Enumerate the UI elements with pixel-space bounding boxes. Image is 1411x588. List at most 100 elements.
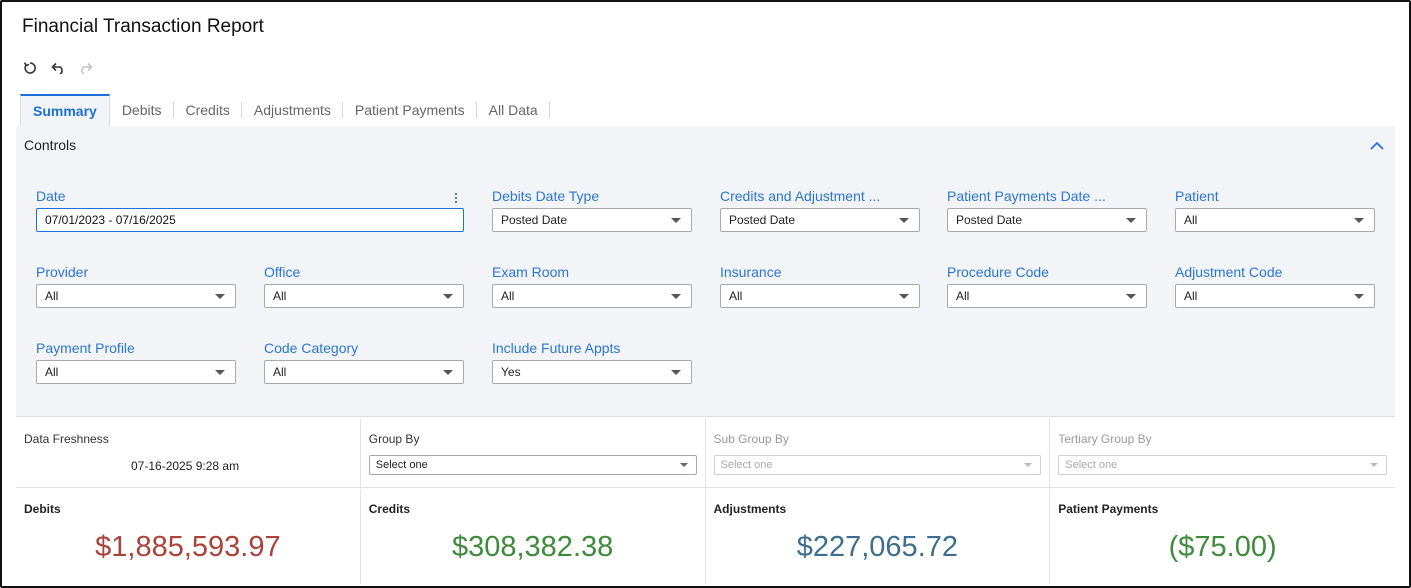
tab-all-data[interactable]: All Data	[477, 94, 550, 126]
kpi-value: $227,065.72	[796, 531, 959, 563]
debits-date-type-label: Debits Date Type	[492, 188, 600, 204]
payment-profile-label: Payment Profile	[36, 340, 135, 356]
more-vertical-icon[interactable]	[452, 189, 460, 205]
sub-group-by-label: Sub Group By	[713, 432, 789, 446]
chevron-up-icon[interactable]	[1369, 138, 1385, 154]
kpi-patient-payments: Patient Payments ($75.00)	[1050, 489, 1395, 584]
exam-room-select[interactable]: All	[492, 284, 692, 308]
caret-down-icon	[671, 294, 681, 299]
exam-room-label: Exam Room	[492, 264, 570, 280]
report-tabs: Summary Debits Credits Adjustments Patie…	[20, 94, 550, 126]
select-placeholder: Select one	[375, 459, 428, 471]
data-freshness-cell: Data Freshness 07-16-2025 9:28 am	[16, 418, 361, 487]
credits-adjustment-label: Credits and Adjustment ...	[720, 188, 881, 204]
refresh-icon[interactable]	[22, 58, 38, 78]
kpi-value: $1,885,593.97	[95, 531, 281, 563]
patient-filter: Patient All	[1175, 188, 1375, 232]
data-freshness-value: 07-16-2025 9:28 am	[131, 459, 240, 473]
payment-profile-filter: Payment Profile All	[36, 340, 236, 384]
group-by-select[interactable]: Select one	[368, 455, 697, 475]
select-value: All	[273, 365, 287, 379]
procedure-code-filter: Procedure Code All	[947, 264, 1147, 308]
caret-down-icon	[1126, 218, 1136, 223]
patient-payments-date-filter: Patient Payments Date ... Posted Date	[947, 188, 1147, 232]
kpi-label: Patient Payments	[1058, 502, 1159, 516]
provider-label: Provider	[36, 264, 89, 280]
insurance-select[interactable]: All	[720, 284, 920, 308]
include-future-appts-select[interactable]: Yes	[492, 360, 692, 384]
provider-filter: Provider All	[36, 264, 236, 308]
caret-down-icon	[1370, 463, 1378, 467]
exam-room-filter: Exam Room All	[492, 264, 692, 308]
tab-credits[interactable]: Credits	[174, 94, 243, 126]
tertiary-group-by-label: Tertiary Group By	[1058, 432, 1152, 446]
caret-down-icon	[899, 218, 909, 223]
patient-select[interactable]: All	[1175, 208, 1375, 232]
select-value: All	[501, 289, 515, 303]
tab-adjustments[interactable]: Adjustments	[242, 94, 343, 126]
kpi-debits: Debits $1,885,593.97	[16, 489, 361, 584]
controls-panel: Controls Date 07/01/2023 - 07/16/2025 De…	[16, 126, 1395, 417]
group-by-label: Group By	[368, 432, 420, 446]
payment-profile-select[interactable]: All	[36, 360, 236, 384]
kpi-value: ($75.00)	[1168, 531, 1277, 563]
page-title: Financial Transaction Report	[22, 16, 264, 37]
code-category-select[interactable]: All	[264, 360, 464, 384]
group-by-cell: Group By Select one	[361, 418, 706, 487]
toolbar	[22, 58, 94, 78]
caret-down-icon	[1126, 294, 1136, 299]
select-placeholder: Select one	[1065, 459, 1118, 471]
caret-down-icon	[679, 463, 688, 467]
grouping-row: Data Freshness 07-16-2025 9:28 am Group …	[16, 418, 1395, 488]
patient-label: Patient	[1175, 188, 1219, 204]
credits-adjustment-filter: Credits and Adjustment ... Posted Date	[720, 188, 920, 232]
kpi-value: $308,382.38	[451, 531, 614, 563]
redo-icon[interactable]	[78, 58, 94, 78]
office-filter: Office All	[264, 264, 464, 308]
tab-patient-payments[interactable]: Patient Payments	[343, 94, 477, 126]
kpi-label: Adjustments	[713, 502, 787, 516]
procedure-code-select[interactable]: All	[947, 284, 1147, 308]
tertiary-group-by-select[interactable]: Select one	[1058, 455, 1387, 475]
include-future-appts-label: Include Future Appts	[492, 340, 621, 356]
kpi-row: Debits $1,885,593.97 Credits $308,382.38…	[16, 489, 1395, 584]
tab-summary[interactable]: Summary	[20, 94, 110, 126]
office-select[interactable]: All	[264, 284, 464, 308]
debits-date-type-select[interactable]: Posted Date	[492, 208, 692, 232]
provider-select[interactable]: All	[36, 284, 236, 308]
credits-adjustment-select[interactable]: Posted Date	[720, 208, 920, 232]
select-placeholder: Select one	[720, 459, 773, 471]
adjustment-code-select[interactable]: All	[1175, 284, 1375, 308]
caret-down-icon	[671, 218, 681, 223]
select-value: Posted Date	[956, 213, 1023, 227]
tertiary-group-by-cell: Tertiary Group By Select one	[1050, 418, 1395, 487]
select-value: All	[273, 289, 287, 303]
select-value: Posted Date	[501, 213, 568, 227]
kpi-label: Credits	[368, 502, 411, 516]
select-value: All	[729, 289, 743, 303]
select-value: All	[1184, 289, 1198, 303]
caret-down-icon	[215, 294, 225, 299]
select-value: Posted Date	[729, 213, 796, 227]
code-category-filter: Code Category All	[264, 340, 464, 384]
controls-title: Controls	[24, 137, 77, 153]
office-label: Office	[264, 264, 301, 280]
select-value: All	[1184, 213, 1198, 227]
select-value: All	[956, 289, 970, 303]
date-range-input[interactable]: 07/01/2023 - 07/16/2025	[36, 208, 464, 232]
debits-date-type-filter: Debits Date Type Posted Date	[492, 188, 692, 232]
patient-payments-date-label: Patient Payments Date ...	[947, 188, 1106, 204]
tab-debits[interactable]: Debits	[110, 94, 174, 126]
undo-icon[interactable]	[50, 58, 66, 78]
kpi-adjustments: Adjustments $227,065.72	[706, 489, 1051, 584]
caret-down-icon	[1354, 218, 1364, 223]
caret-down-icon	[1024, 463, 1033, 467]
adjustment-code-label: Adjustment Code	[1175, 264, 1283, 280]
sub-group-by-select[interactable]: Select one	[713, 455, 1042, 475]
caret-down-icon	[899, 294, 909, 299]
patient-payments-date-select[interactable]: Posted Date	[947, 208, 1147, 232]
kpi-credits: Credits $308,382.38	[361, 489, 706, 584]
caret-down-icon	[1354, 294, 1364, 299]
caret-down-icon	[215, 370, 225, 375]
